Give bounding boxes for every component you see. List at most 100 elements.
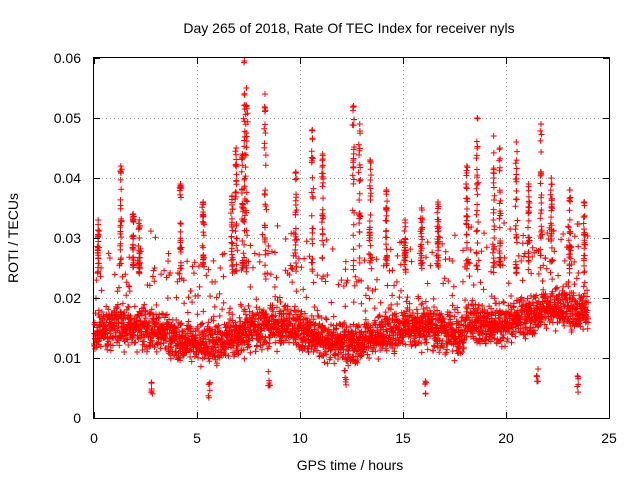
data-point — [199, 320, 206, 327]
data-point — [399, 340, 406, 347]
data-point — [581, 269, 588, 276]
data-point — [163, 338, 170, 345]
data-point — [296, 313, 303, 320]
data-point — [496, 254, 503, 261]
data-point — [321, 359, 328, 366]
data-point — [423, 339, 430, 346]
data-point — [118, 234, 125, 241]
data-point — [327, 347, 334, 354]
data-point — [180, 277, 187, 284]
data-point — [244, 232, 251, 239]
data-point — [561, 322, 568, 329]
data-point — [490, 209, 497, 216]
data-point — [185, 294, 192, 301]
data-point — [423, 304, 430, 311]
data-point — [308, 212, 315, 219]
data-point — [356, 196, 363, 203]
data-point — [274, 348, 281, 355]
data-point — [361, 341, 368, 348]
data-point — [473, 185, 480, 192]
data-point — [117, 168, 124, 175]
data-point — [438, 310, 445, 317]
data-point — [497, 164, 503, 171]
data-point — [206, 358, 213, 365]
data-point — [537, 137, 544, 144]
data-point — [464, 305, 471, 312]
data-point — [560, 283, 567, 290]
data-point — [233, 261, 240, 268]
data-point — [538, 121, 545, 127]
data-point — [233, 178, 240, 185]
data-point — [444, 346, 451, 353]
data-point — [418, 233, 425, 240]
data-point — [232, 319, 239, 326]
data-point — [165, 321, 172, 328]
data-point — [496, 145, 503, 151]
data-point — [382, 345, 389, 352]
data-point — [342, 367, 349, 374]
data-point — [218, 336, 225, 343]
data-point — [383, 347, 390, 354]
data-point — [220, 273, 227, 280]
data-point — [566, 207, 573, 214]
data-point — [314, 307, 321, 314]
y-tick-label: 0 — [73, 410, 81, 426]
data-point — [370, 327, 377, 334]
data-point — [258, 346, 265, 353]
data-point — [439, 337, 446, 344]
data-point — [513, 269, 520, 276]
data-point — [402, 266, 409, 273]
data-point — [309, 229, 316, 236]
data-point — [311, 326, 318, 333]
data-point — [222, 352, 229, 359]
data-point — [261, 91, 268, 97]
data-point — [575, 389, 582, 396]
data-point — [292, 246, 299, 253]
data-point — [261, 125, 268, 132]
data-point — [198, 321, 205, 328]
data-point — [435, 244, 442, 251]
data-point — [179, 328, 186, 335]
data-point — [138, 312, 145, 319]
data-point — [282, 235, 289, 242]
data-point — [289, 266, 296, 273]
data-point — [91, 319, 98, 326]
data-point — [266, 340, 273, 347]
data-point — [525, 258, 532, 265]
data-point — [571, 281, 578, 288]
data-point — [393, 278, 400, 285]
data-point — [324, 360, 331, 367]
data-point — [581, 268, 588, 275]
data-point — [449, 302, 456, 309]
data-point — [443, 323, 450, 330]
data-point — [148, 306, 155, 313]
data-point — [124, 336, 131, 343]
data-point — [233, 145, 240, 151]
data-point — [350, 180, 357, 187]
data-point — [436, 337, 443, 344]
x-tick-label: 15 — [395, 430, 411, 446]
data-point — [158, 271, 165, 278]
data-point — [319, 255, 326, 262]
data-point — [310, 279, 317, 286]
data-point — [420, 305, 427, 312]
data-point — [173, 316, 180, 323]
data-point — [165, 250, 172, 257]
data-point — [199, 204, 206, 211]
data-point — [224, 327, 231, 334]
data-point — [263, 339, 270, 346]
data-point — [519, 277, 526, 284]
data-point — [525, 217, 532, 224]
data-point — [272, 312, 279, 319]
data-point — [354, 323, 361, 330]
data-point — [271, 283, 278, 290]
data-point — [442, 351, 449, 358]
data-point — [259, 231, 266, 238]
data-point — [243, 85, 250, 91]
data-point — [341, 327, 348, 334]
data-point — [153, 319, 160, 326]
data-point — [497, 262, 504, 269]
data-point — [388, 301, 395, 308]
data-point — [350, 176, 357, 183]
data-point — [462, 297, 469, 304]
